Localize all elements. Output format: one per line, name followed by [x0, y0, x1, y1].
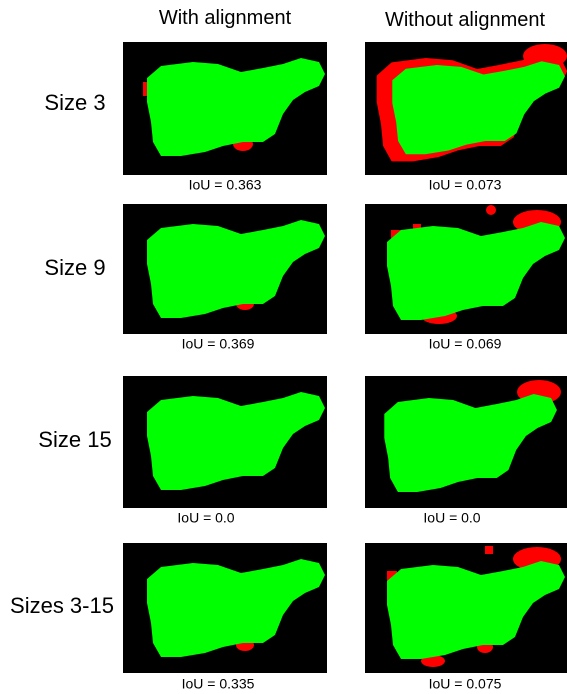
mask-image — [365, 376, 567, 508]
mask-image — [365, 204, 567, 334]
mask-image — [123, 543, 327, 673]
mask-image — [365, 42, 567, 175]
iou-caption: IoU = 0.335 — [182, 676, 255, 692]
iou-caption: IoU = 0.073 — [429, 177, 502, 193]
iou-caption: IoU = 0.0 — [423, 510, 480, 526]
iou-caption: IoU = 0.069 — [429, 336, 502, 352]
row-label: Sizes 3-15 — [10, 593, 114, 618]
mask-image — [123, 204, 327, 334]
mask-image — [123, 376, 327, 508]
iou-caption: IoU = 0.369 — [182, 336, 255, 352]
row-label: Size 15 — [38, 427, 111, 452]
column-header: Without alignment — [385, 9, 546, 31]
row-label: Size 3 — [44, 90, 105, 115]
iou-caption: IoU = 0.363 — [189, 177, 262, 193]
iou-caption: IoU = 0.0 — [177, 510, 234, 526]
row-label: Size 9 — [44, 255, 105, 280]
figure: With alignment Without alignment Size 3 … — [0, 0, 567, 694]
mask-image — [365, 543, 567, 673]
mask-image — [123, 42, 327, 175]
column-header: With alignment — [159, 7, 292, 29]
iou-caption: IoU = 0.075 — [429, 676, 502, 692]
